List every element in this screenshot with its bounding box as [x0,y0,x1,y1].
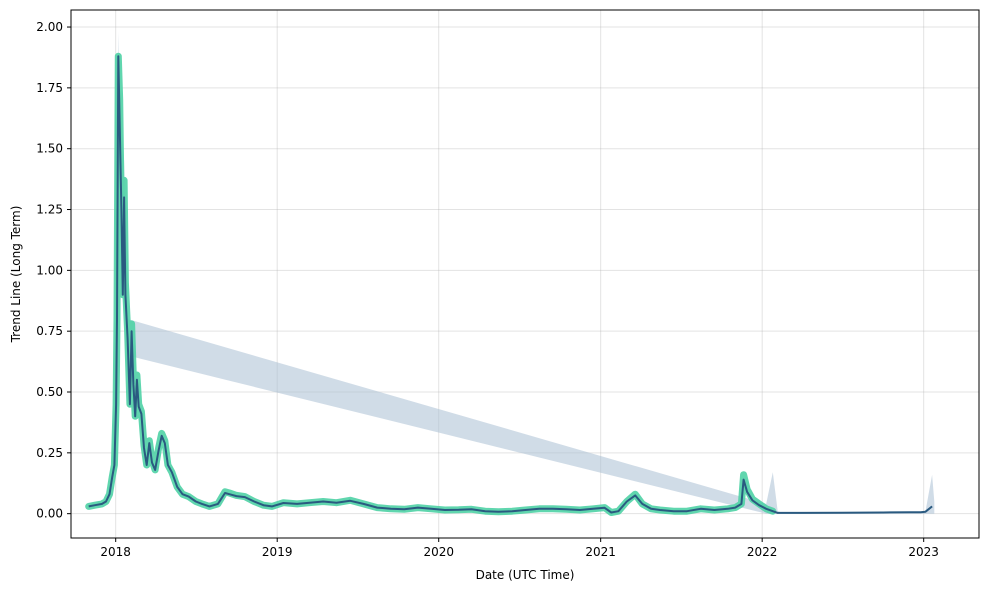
x-tick-label: 2023 [908,545,939,559]
trend-series-line [88,55,933,514]
y-tick-label: 2.00 [36,20,63,34]
y-tick-label: 0.50 [36,385,63,399]
y-tick-label: 0.25 [36,446,63,460]
y-tick-label: 1.00 [36,263,63,277]
x-axis-ticks: 2018 2019 2020 2021 2022 2023 [100,538,939,559]
x-axis-label: Date (UTC Time) [476,568,575,582]
x-tick-label: 2021 [585,545,616,559]
y-tick-label: 0.00 [36,507,63,521]
y-axis-label: Trend Line (Long Term) [9,206,23,344]
x-tick-label: 2019 [262,545,293,559]
plot-frame [70,9,980,539]
y-tick-label: 1.50 [36,142,63,156]
y-tick-label: 1.25 [36,203,63,217]
series-layer [85,52,933,516]
y-tick-label: 1.75 [36,81,63,95]
grid-lines [71,10,979,538]
y-axis-ticks: 0.00 0.25 0.50 0.75 1.00 1.25 1.50 1.75 2.00 [36,20,71,521]
y-tick-label: 0.75 [36,324,63,338]
x-tick-label: 2018 [100,545,131,559]
uncertainty-band [117,31,935,514]
actual-series-line [85,52,777,516]
band-layer [117,31,935,514]
x-tick-label: 2020 [423,545,454,559]
x-tick-label: 2022 [747,545,778,559]
